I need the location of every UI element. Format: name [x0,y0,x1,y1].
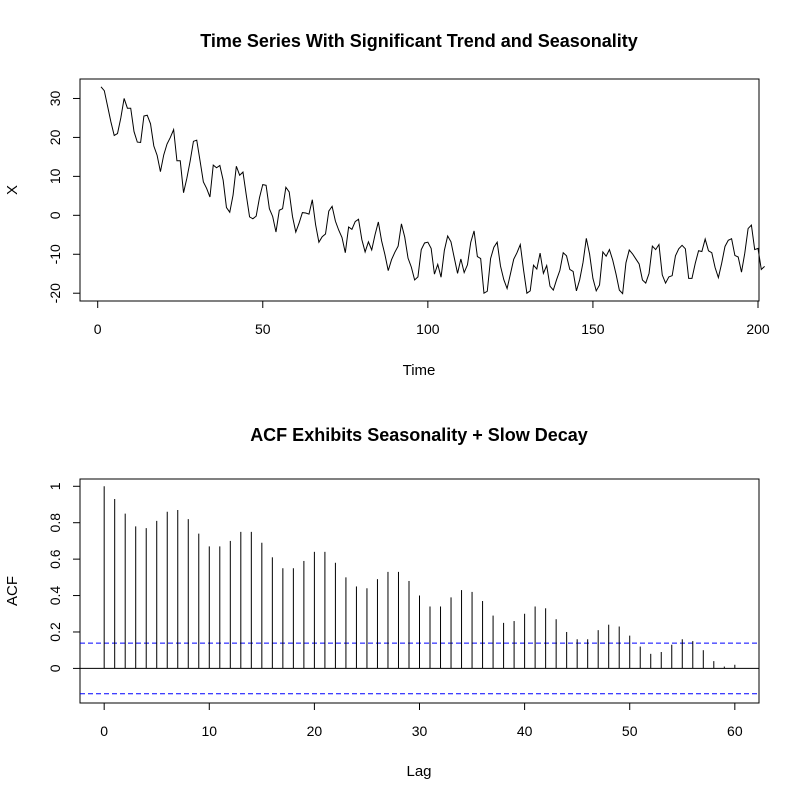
y-tick-label: 0 [47,664,63,672]
acf-y-label: ACF [4,576,21,606]
x-tick-label: 0 [100,723,108,739]
x-tick-label: 20 [307,723,323,739]
time-series-y-label: X [4,185,21,195]
acf-plot-box [79,478,760,704]
time-series-x-axis: 0 50 100 150 200 [94,300,770,337]
x-tick-label: 150 [581,321,605,337]
y-tick-label: 0.8 [47,513,63,533]
acf-x-axis: 0 10 20 30 40 50 60 [100,702,743,739]
x-tick-label: 50 [255,321,271,337]
time-series-y-axis: -20 -10 0 10 20 30 [47,90,81,303]
x-tick-label: 30 [412,723,428,739]
acf-y-axis: 0 0.2 0.4 0.6 0.8 1 [47,482,81,672]
x-tick-label: 10 [201,723,217,739]
acf-bars [80,486,759,669]
y-tick-label: 0.4 [47,586,63,606]
x-tick-label: 50 [622,723,638,739]
x-tick-label: 0 [94,321,102,337]
y-tick-label: 30 [47,90,63,106]
y-tick-label: 0 [47,211,63,219]
acf-panel: ACF Exhibits Seasonality + Slow Decay 0 1… [4,425,760,780]
time-series-panel: Time Series With Significant Trend and S… [4,31,770,379]
y-tick-label: 0.6 [47,549,63,569]
x-tick-label: 100 [416,321,440,337]
x-tick-label: 60 [727,723,743,739]
y-tick-label: 20 [47,129,63,145]
x-tick-label: 40 [517,723,533,739]
y-tick-label: 0.2 [47,622,63,642]
y-tick-label: -10 [47,244,63,264]
y-tick-label: 1 [47,482,63,490]
time-series-x-label: Time [403,362,436,379]
y-tick-label: 10 [47,168,63,184]
time-series-line [100,86,765,295]
time-series-title: Time Series With Significant Trend and S… [200,31,638,51]
acf-title: ACF Exhibits Seasonality + Slow Decay [250,425,588,445]
acf-x-label: Lag [406,763,431,780]
y-tick-label: -20 [47,283,63,303]
x-tick-label: 200 [746,321,770,337]
